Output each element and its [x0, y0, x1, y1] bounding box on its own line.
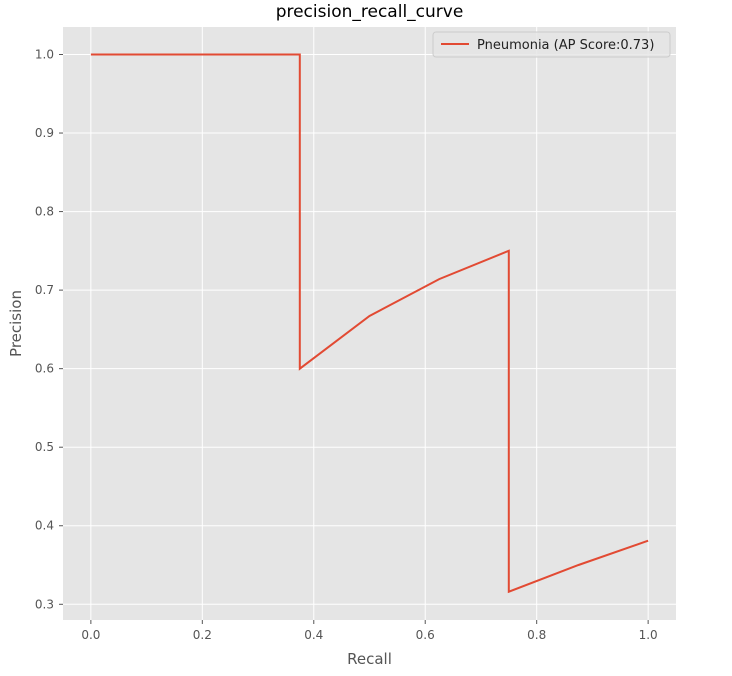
y-axis-label: Precision	[7, 290, 25, 357]
plot-area	[63, 27, 676, 620]
ticks: 0.0 0.2 0.4 0.6 0.8 1.0 0.3 0.4 0.5 0.6 0.7 0.8 0.9 1…	[35, 47, 658, 642]
x-tick-label: 0.0	[81, 628, 100, 642]
y-tick-label: 0.6	[35, 362, 54, 376]
x-tick-label: 0.8	[527, 628, 546, 642]
x-tick-label: 0.6	[416, 628, 435, 642]
y-tick-label: 0.3	[35, 597, 54, 611]
legend-box	[432, 31, 671, 58]
y-tick-label: 0.8	[35, 205, 54, 219]
legend: Pneumonia (AP Score:0.73)	[432, 31, 671, 58]
chart-title: precision_recall_curve	[276, 2, 464, 22]
y-tick-label: 1.0	[35, 47, 54, 61]
x-tick-label: 0.2	[193, 628, 212, 642]
y-tick-label: 0.5	[35, 440, 54, 454]
legend-label-pneumonia: Pneumonia (AP Score:0.73)	[477, 38, 654, 53]
y-tick-label: 0.4	[35, 519, 54, 533]
x-tick-label: 1.0	[639, 628, 658, 642]
y-tick-label: 0.7	[35, 283, 54, 297]
series-line-pneumonia	[90, 53, 649, 594]
x-tick-label: 0.4	[304, 628, 323, 642]
x-axis-label: Recall	[347, 650, 392, 668]
series-layer	[90, 53, 649, 594]
y-tick-label: 0.9	[35, 126, 54, 140]
